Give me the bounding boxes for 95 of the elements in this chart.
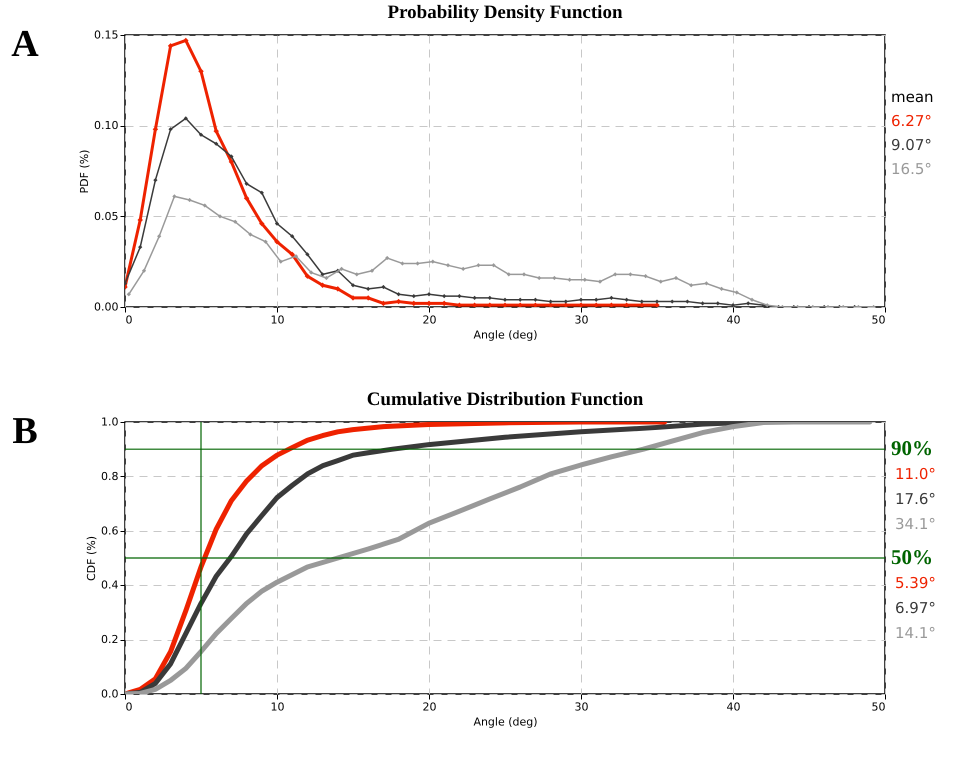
text: B — [12, 410, 38, 452]
point — [168, 127, 173, 132]
point — [609, 296, 614, 300]
point — [442, 294, 446, 298]
point — [457, 294, 462, 298]
y-tick-label: 0.05 — [94, 210, 118, 223]
x-tick-label: 10 — [270, 700, 284, 714]
x-tick-label: 20 — [422, 314, 436, 326]
point — [689, 283, 694, 288]
point — [274, 238, 280, 244]
y-tick-label: 1.0 — [101, 416, 118, 428]
point — [719, 286, 724, 291]
text: A — [11, 23, 40, 65]
y-tick-label: 0.8 — [101, 470, 118, 483]
text: 6.97° — [895, 599, 936, 617]
chart-title: Probability Density Function — [387, 2, 623, 23]
y-tick-label: 0.00 — [94, 300, 118, 314]
point — [229, 154, 234, 159]
x-tick-label: 20 — [422, 700, 436, 714]
point — [214, 142, 218, 146]
y-tick-label: 0.10 — [94, 119, 118, 132]
text: mean — [891, 88, 934, 106]
text: 5.39° — [895, 574, 936, 592]
text: 6.27° — [891, 112, 932, 130]
point — [260, 190, 264, 195]
point — [746, 301, 750, 306]
point — [430, 260, 435, 264]
point — [274, 221, 280, 226]
x-tick-label: 10 — [270, 314, 284, 326]
x-axis-title: Angle (deg) — [473, 328, 538, 342]
point — [704, 281, 709, 286]
y-axis-title: PDF (%) — [78, 150, 92, 194]
point — [658, 279, 663, 284]
x-tick-label: 0 — [126, 314, 132, 326]
point — [305, 252, 310, 257]
text: 11.0° — [895, 465, 936, 484]
point — [187, 198, 192, 202]
y-tick-label: 0.2 — [101, 633, 118, 646]
x-axis-title: Angle (deg) — [473, 716, 538, 728]
x-tick-label: 50 — [872, 314, 886, 326]
point — [765, 303, 770, 307]
x-tick-label: 30 — [574, 700, 588, 714]
point — [396, 292, 401, 296]
y-tick-label: 0.4 — [101, 578, 118, 592]
point — [278, 260, 283, 264]
point — [598, 279, 602, 284]
chart-title: Cumulative Distribution Function — [366, 389, 644, 410]
point — [290, 234, 294, 238]
y-tick-label: 0.15 — [94, 28, 118, 42]
point — [324, 276, 329, 280]
point — [304, 273, 310, 279]
point — [263, 240, 268, 244]
point — [228, 159, 234, 165]
text: 14.1° — [895, 624, 936, 642]
y-tick-label: 0.6 — [101, 524, 118, 538]
point — [700, 301, 705, 306]
x-tick-label: 50 — [872, 700, 886, 714]
point — [233, 220, 238, 224]
x-tick-label: 30 — [574, 314, 588, 326]
point — [153, 178, 158, 182]
ref-line-label: 90% — [891, 436, 933, 460]
point — [126, 292, 131, 296]
point — [259, 220, 265, 226]
point — [157, 234, 162, 238]
point — [339, 266, 344, 272]
point — [354, 272, 359, 276]
text: 34.1° — [895, 515, 936, 534]
point — [461, 266, 466, 272]
point — [685, 299, 690, 304]
point — [472, 296, 477, 300]
point — [320, 272, 325, 276]
point — [183, 38, 189, 44]
point — [244, 182, 249, 186]
point — [506, 272, 511, 276]
text: 16.5° — [891, 160, 932, 178]
x-tick-label: 40 — [726, 314, 740, 326]
y-axis-title: CDF (%) — [85, 536, 98, 582]
point — [730, 303, 736, 307]
point — [613, 272, 618, 276]
x-tick-label: 40 — [726, 700, 740, 714]
point — [674, 276, 678, 280]
point — [366, 286, 370, 291]
point — [138, 245, 142, 250]
point — [594, 298, 598, 302]
x-tick-label: 0 — [126, 700, 132, 714]
ref-line-label: 50% — [891, 545, 933, 569]
point — [289, 252, 295, 258]
text: 17.6° — [895, 490, 936, 508]
text: 9.07° — [891, 136, 932, 154]
point — [412, 294, 416, 298]
point — [381, 284, 386, 290]
point — [184, 116, 188, 121]
point — [716, 301, 720, 306]
point — [248, 232, 253, 237]
y-tick-label: 0.0 — [101, 688, 118, 700]
